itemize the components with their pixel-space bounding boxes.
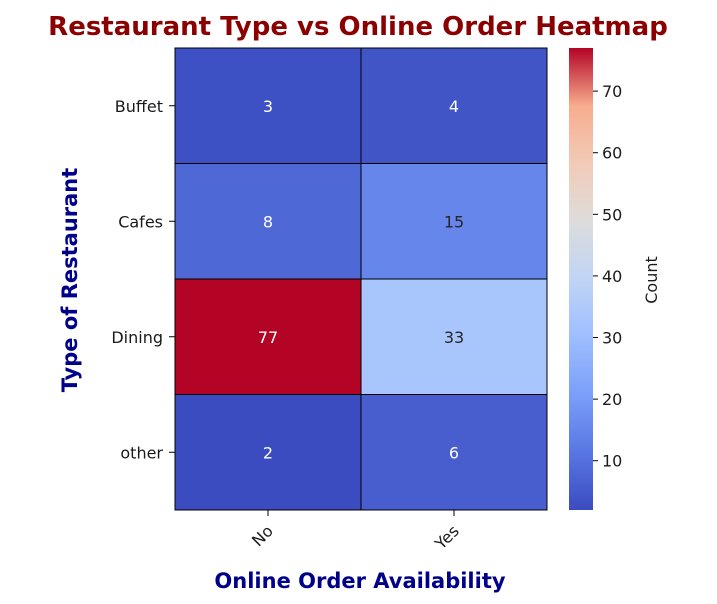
heatmap-cell — [174, 278, 362, 395]
colorbar — [569, 48, 593, 510]
cell-value-label: 33 — [444, 328, 464, 347]
cell-value-label: 77 — [258, 328, 278, 347]
cell-value-label: 15 — [444, 212, 464, 231]
colorbar-ticks: 10 20 30 40 50 60 70 — [593, 82, 622, 471]
y-tick-label: Dining — [111, 328, 163, 347]
heatmap-cell — [174, 163, 362, 280]
y-tick-label: Buffet — [115, 97, 163, 116]
x-axis-ticks: No Yes — [248, 510, 463, 554]
heatmap-cell — [360, 163, 548, 280]
y-tick-label: other — [120, 443, 163, 462]
colorbar-tick-label: 40 — [602, 267, 622, 286]
heatmap-cell — [360, 394, 548, 511]
colorbar-tick-label: 50 — [602, 205, 622, 224]
y-axis-label: Type of Restaurant — [58, 168, 82, 393]
colorbar-tick-label: 10 — [602, 452, 622, 471]
heatmap-cell — [360, 278, 548, 395]
y-axis-ticks: Buffet Cafes Dining other — [111, 97, 175, 462]
x-tick-label: Yes — [430, 521, 462, 553]
cell-value-label: 8 — [263, 212, 273, 231]
cell-value-label: 3 — [263, 97, 273, 116]
heatmap-cell — [174, 47, 362, 164]
heatmap-grid: 3 4 8 15 77 33 2 6 — [174, 47, 548, 511]
cell-value-label: 4 — [449, 97, 459, 116]
y-tick-label: Cafes — [118, 212, 163, 231]
colorbar-tick-label: 30 — [602, 329, 622, 348]
x-axis-label: Online Order Availability — [214, 569, 505, 593]
colorbar-tick-label: 20 — [602, 390, 622, 409]
colorbar-tick-label: 70 — [602, 82, 622, 101]
x-tick-label: No — [248, 521, 277, 550]
cell-value-label: 6 — [449, 443, 459, 462]
colorbar-tick-label: 60 — [602, 144, 622, 163]
chart-title: Restaurant Type vs Online Order Heatmap — [48, 12, 668, 42]
heatmap-cell — [360, 47, 548, 164]
colorbar-label: Count — [642, 256, 661, 304]
cell-value-label: 2 — [263, 443, 273, 462]
